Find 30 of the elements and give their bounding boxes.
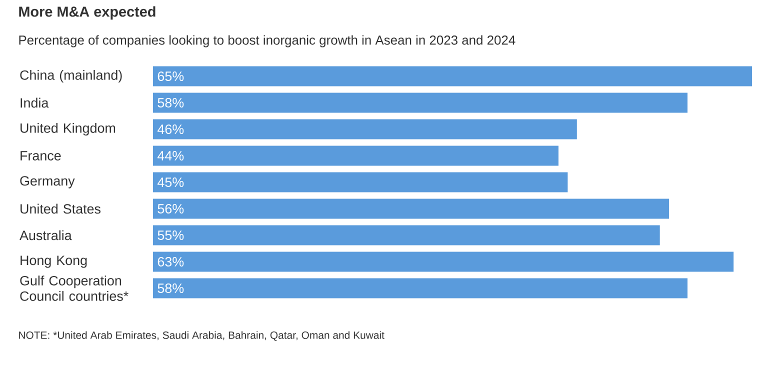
y-tick-label: China (mainland) [20,70,122,83]
y-tick-label: United Kingdom [20,122,116,136]
text: NOTE: *United Arab Emirates, Saudi Arabia, Bahrain, Qatar, Oman and Kuwait [19,331,384,341]
data-label: 45% [158,178,184,187]
bar [153,66,752,86]
bar [153,225,660,246]
bar [153,119,577,140]
y-tick-label: Gulf Cooperation Council countries* [20,276,128,301]
chart-title: More M&A expected [19,6,156,20]
bar [153,252,734,272]
data-label: 65% [158,71,184,82]
chart-subtitle: Percentage of companies looking to boost inorganic growth in Asean in 2023 and 2024 [19,35,516,48]
bar [153,198,670,219]
y-tick-label: Hong Kong [20,256,87,268]
bar [153,278,688,298]
bar [153,146,558,166]
y-tick-label: Australia [20,230,72,240]
y-tick-label: India [20,98,49,108]
data-label: 55% [158,230,184,240]
bar [153,172,568,192]
data-label: 56% [158,204,184,214]
data-label: 63% [158,256,184,267]
y-tick-label: Germany [20,176,75,188]
y-tick-label: United States [20,204,101,214]
data-label: 46% [158,124,184,134]
data-label: 44% [158,151,184,160]
bar [153,92,688,113]
data-label: 58% [158,98,184,108]
data-label: 58% [158,283,184,294]
y-tick-label: France [20,151,61,160]
